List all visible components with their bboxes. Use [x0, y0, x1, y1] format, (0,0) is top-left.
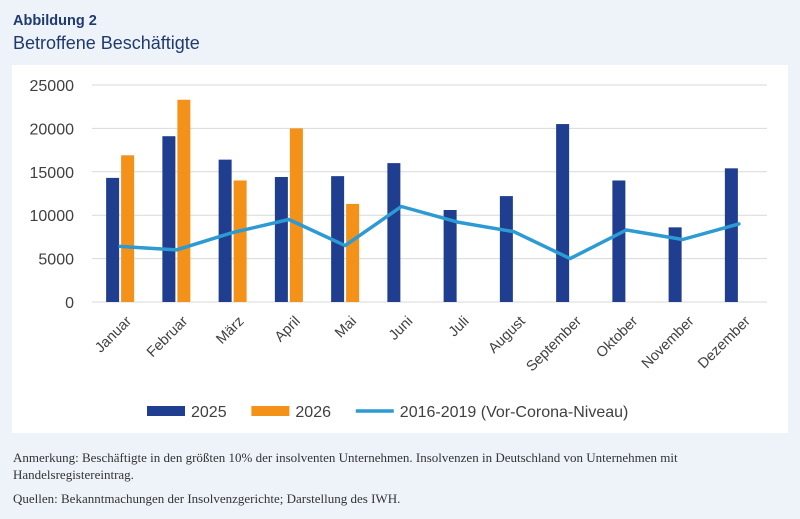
y-tick-label: 25000: [30, 78, 75, 95]
x-tick-label: Februar: [144, 313, 191, 360]
bar-2025-mai: [331, 176, 345, 302]
x-tick-label: Januar: [92, 313, 135, 356]
source-note: Quellen: Bekanntmachungen der Insolvenzg…: [13, 491, 401, 506]
bar-2025-dezember: [724, 168, 738, 302]
legend-label: 2016-2019 (Vor-Corona-Niveau): [400, 404, 629, 421]
bar-2025-februar: [162, 136, 176, 302]
bar-2025-januar: [106, 177, 120, 302]
x-tick-label: März: [213, 314, 247, 348]
bar-2025-august: [499, 196, 513, 302]
bar-2025-juli: [443, 209, 457, 302]
bar-2025-juni: [387, 163, 401, 302]
x-tick-label: Juli: [446, 314, 473, 341]
legend-swatch-2025: [147, 406, 185, 416]
y-tick-label: 15000: [30, 165, 75, 182]
x-tick-label: April: [272, 314, 304, 346]
bar-line-chart: 0 5000 10000 15000 20000 25000 Januar Februar Mä…: [30, 78, 767, 421]
bar-2026-mai: [346, 203, 360, 302]
x-tick-label: November: [639, 313, 698, 372]
figure-title: Betroffene Beschäftigte: [13, 33, 200, 53]
bar-2025-april: [274, 177, 288, 302]
bar-2026-märz: [233, 180, 247, 302]
x-tick-label: Oktober: [593, 313, 641, 361]
x-tick-label: Mai: [332, 314, 360, 342]
annotation-note: Anmerkung: Beschäftigte in den größten 1…: [13, 450, 678, 482]
chart-panel: 0 5000 10000 15000 20000 25000 Januar Februar Mä…: [12, 65, 788, 433]
bar-2025-märz: [218, 159, 232, 302]
y-tick-label: 10000: [30, 208, 75, 225]
x-tick-label: Dezember: [695, 313, 754, 372]
legend-label: 2025: [191, 404, 227, 421]
bar-2025-september: [556, 124, 570, 302]
bar-2025-oktober: [612, 180, 626, 302]
x-tick-label: September: [523, 313, 585, 375]
y-tick-label: 0: [65, 295, 74, 312]
legend-label: 2026: [295, 404, 331, 421]
bar-2026-januar: [121, 155, 135, 302]
figure-notes: Anmerkung: Beschäftigte in den größten 1…: [13, 449, 788, 514]
figure-header: Abbildung 2 Betroffene Beschäftigte: [13, 12, 200, 55]
x-tick-label: Juni: [386, 314, 416, 344]
bar-2026-februar: [177, 99, 191, 302]
legend-swatch-2026: [251, 406, 290, 416]
bar-2026-april: [289, 128, 303, 302]
y-tick-label: 5000: [38, 252, 74, 269]
line-series-pre-corona: [118, 204, 741, 261]
figure-label: Abbildung 2: [13, 13, 97, 29]
bar-2025-november: [668, 227, 682, 302]
y-tick-label: 20000: [30, 121, 75, 138]
x-tick-label: August: [485, 314, 528, 357]
